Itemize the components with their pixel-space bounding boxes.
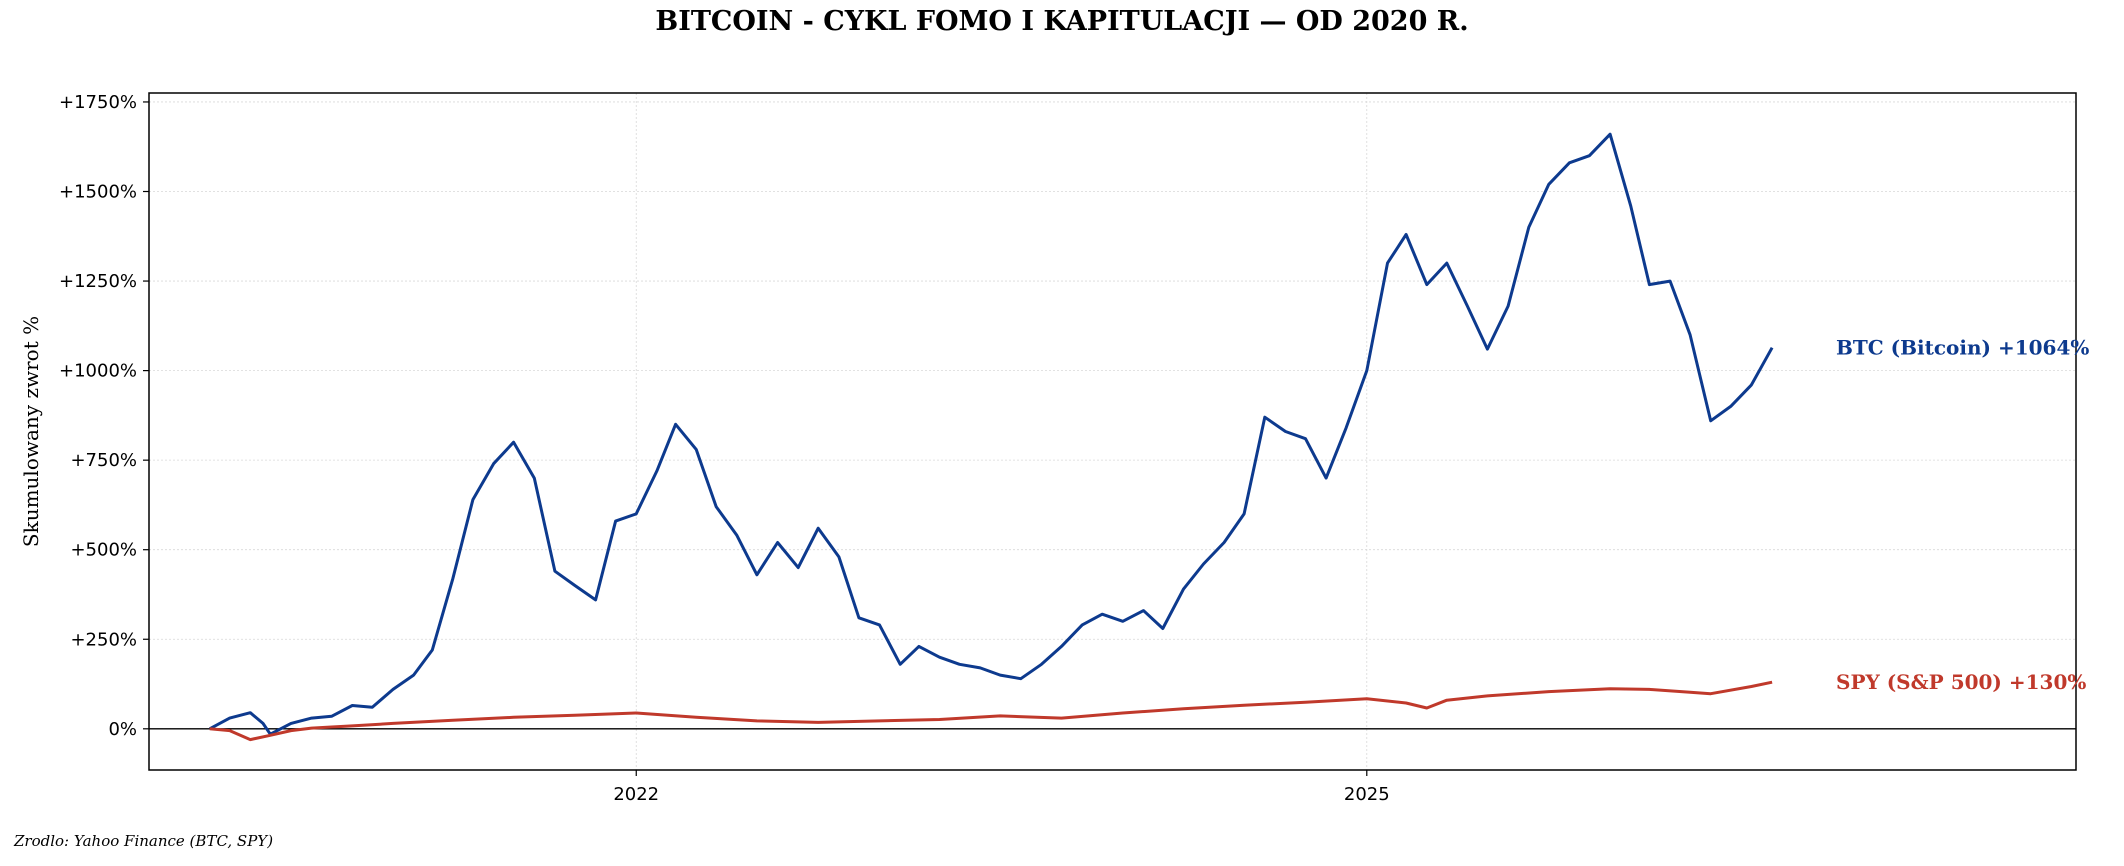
series-end-label: BTC (Bitcoin) +1064% [1836, 336, 2089, 360]
y-tick-label: +1000% [59, 361, 137, 382]
x-tick-label: 2025 [1344, 784, 1390, 805]
series-line [208, 132, 1774, 736]
series-end-label: SPY (S&P 500) +130% [1836, 670, 2086, 694]
y-tick-label: +750% [70, 450, 137, 471]
y-tick-label: +1500% [59, 182, 137, 203]
y-tick-label: +250% [70, 629, 137, 650]
end-labels: BTC (Bitcoin) +1064% SPY (S&P 500) +130% [1836, 336, 2089, 695]
series-line [209, 680, 1773, 742]
source-note: Zrodlo: Yahoo Finance (BTC, SPY) [14, 832, 274, 850]
plot-frame [148, 92, 2077, 771]
y-tick-label: 0% [108, 719, 137, 740]
grid-lines [149, 93, 2076, 770]
y-axis-label: Skumulowany zwrot % [19, 316, 43, 547]
y-tick-label: +500% [70, 540, 137, 561]
chart-title: BITCOIN - CYKL FOMO I KAPITULACJI — OD 2… [655, 6, 1469, 37]
y-tick-label: +1250% [59, 271, 137, 292]
x-tick-label: 2022 [613, 784, 659, 805]
y-tick-label: +1750% [59, 92, 137, 113]
series-lines [208, 132, 1774, 742]
y-axis-ticks: 0% +250% +500% +750% +1000% +1250% +1500% +1750… [59, 92, 149, 740]
x-axis-ticks: 2022 2025 [613, 770, 1390, 805]
